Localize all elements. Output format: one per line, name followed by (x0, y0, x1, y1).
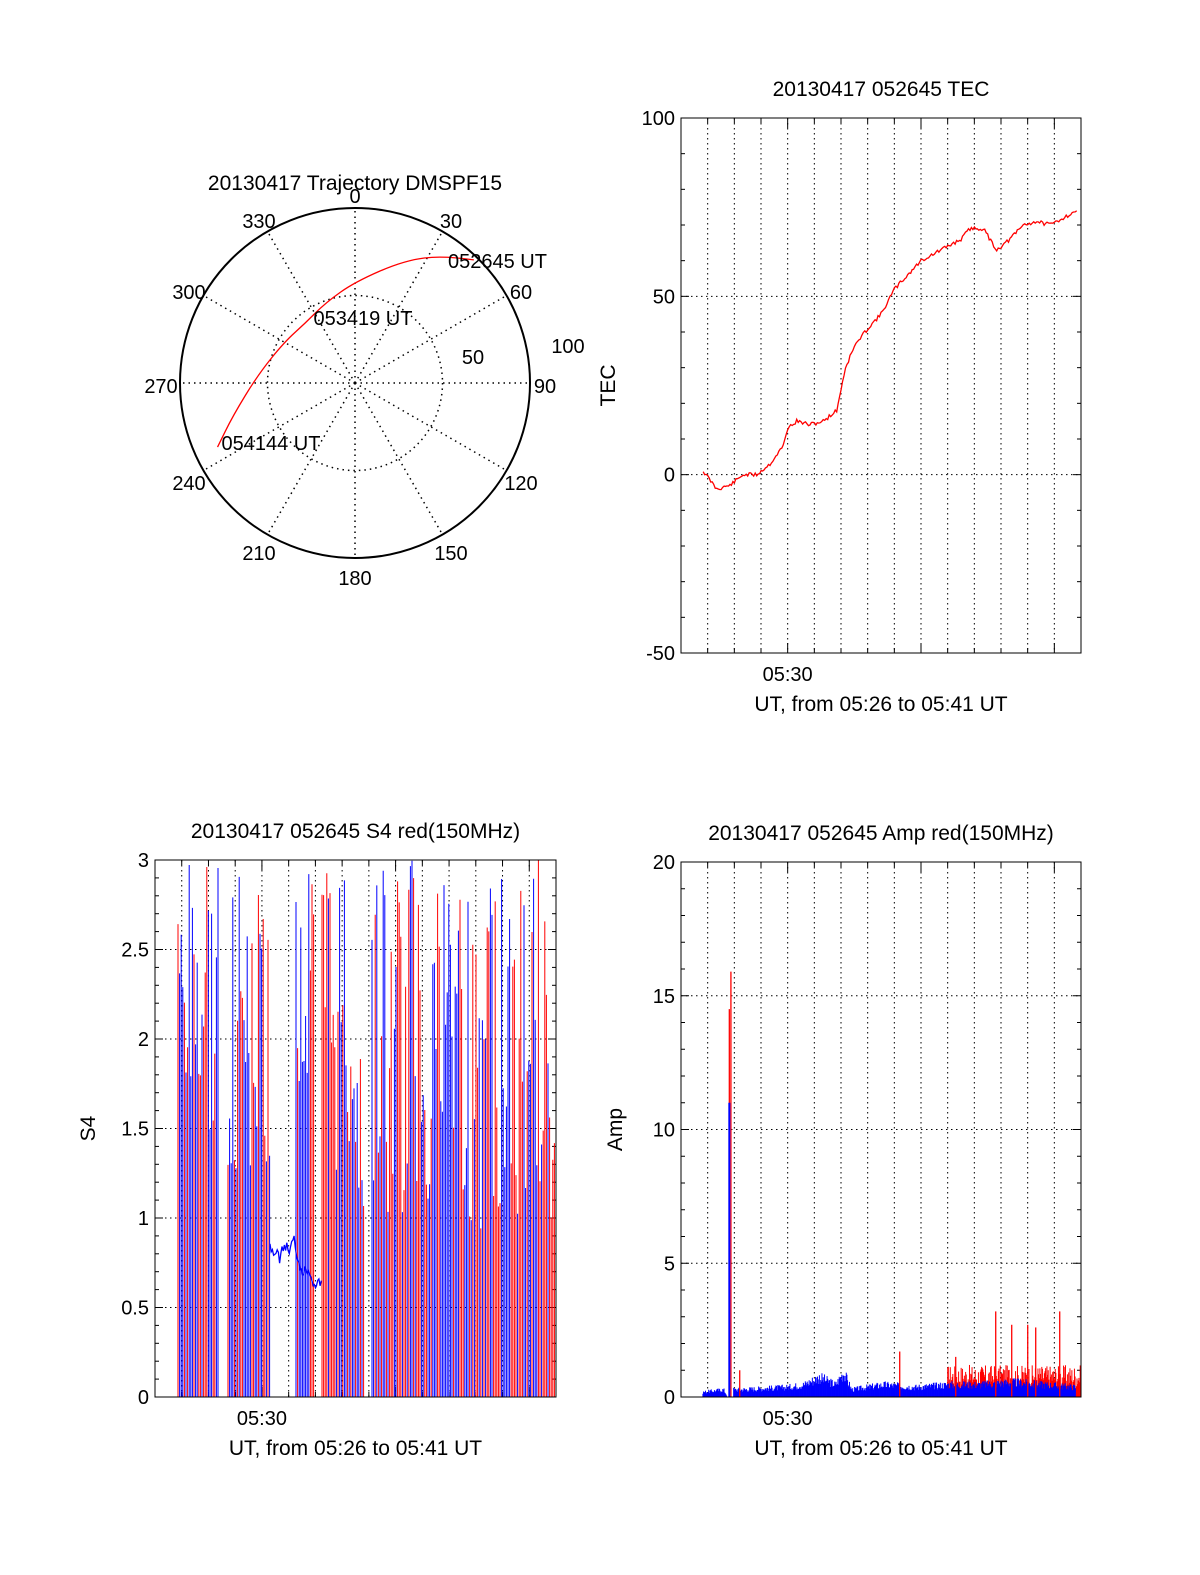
x-axis-label: UT, from 05:26 to 05:41 UT (754, 1437, 1007, 1460)
azimuth-label: 180 (338, 568, 371, 590)
chart-panel-2: 20130417 052645 S4 red(150MHz) 3 2.5 2 1.5 1 0… (77, 820, 557, 1460)
trajectory-track (216, 256, 474, 448)
y-tick-label: 0 (664, 1387, 675, 1409)
y-axis-label: S4 (77, 1115, 100, 1141)
azimuth-label: 240 (172, 473, 205, 495)
s4-low-segment (269, 1235, 322, 1290)
radial-label: 100 (551, 336, 584, 358)
y-tick-label: 100 (642, 108, 675, 130)
azimuth-label: 210 (242, 543, 275, 565)
azimuth-label: 300 (172, 282, 205, 304)
x-tick-label: 05:30 (763, 1408, 813, 1430)
plot-frame (680, 861, 1082, 1398)
plot-area (177, 860, 555, 1397)
x-axis-label: UT, from 05:26 to 05:41 UT (754, 693, 1007, 716)
track-time-label: 053419 UT (314, 308, 413, 330)
plot-frame (154, 859, 557, 1398)
y-tick-label: -50 (646, 643, 675, 665)
x-axis-label: UT, from 05:26 to 05:41 UT (229, 1437, 482, 1460)
azimuth-label: 330 (242, 211, 275, 233)
azimuth-label: 120 (504, 473, 537, 495)
plot-area (702, 971, 1081, 1397)
y-tick-label: 50 (653, 286, 675, 308)
x-tick-label: 05:30 (237, 1408, 287, 1430)
y-tick-label: 1 (138, 1208, 149, 1230)
polar-grid-spoke (354, 382, 444, 535)
track-time-label: 054144 UT (222, 433, 321, 455)
azimuth-label: 0 (349, 186, 360, 208)
chart-panel-3: 20130417 052645 Amp red(150MHz) 20 15 10 5 0 0… (604, 822, 1082, 1460)
azimuth-label: 60 (510, 282, 532, 304)
y-tick-label: 20 (653, 852, 675, 874)
y-tick-label: 5 (664, 1253, 675, 1275)
azimuth-label: 270 (144, 376, 177, 398)
tec-series-line (702, 210, 1078, 491)
polar-grid-spoke (203, 382, 356, 472)
radial-label: 50 (462, 347, 484, 369)
y-axis-label: TEC (597, 365, 620, 407)
y-tick-label: 0.5 (121, 1298, 149, 1320)
azimuth-label: 90 (534, 376, 556, 398)
x-tick-label: 05:30 (763, 664, 813, 686)
polar-grid-ring (266, 294, 444, 472)
polar-frame (179, 207, 531, 559)
plot-frame (680, 117, 1082, 654)
chart-title: 20130417 052645 Amp red(150MHz) (708, 822, 1054, 845)
y-tick-label: 0 (138, 1387, 149, 1409)
azimuth-label: 150 (434, 543, 467, 565)
track-time-label: 052645 UT (448, 251, 547, 273)
y-axis-label: Amp (604, 1108, 627, 1151)
polar-grid-spoke (354, 382, 507, 472)
plot-area (702, 210, 1078, 491)
y-tick-label: 3 (138, 850, 149, 872)
azimuth-label: 30 (440, 211, 462, 233)
y-tick-label: 2.5 (121, 940, 149, 962)
y-tick-label: 10 (653, 1120, 675, 1142)
y-tick-label: 0 (664, 465, 675, 487)
chart-panel-1: 20130417 052645 TEC 100 50 0 -50 05:30 UT, fro… (597, 78, 1082, 716)
chart-title: 20130417 052645 TEC (773, 78, 990, 101)
chart-title: 20130417 Trajectory DMSPF15 (208, 172, 502, 195)
y-tick-label: 1.5 (121, 1119, 149, 1141)
chart-title: 20130417 052645 S4 red(150MHz) (191, 820, 520, 843)
y-tick-label: 2 (138, 1029, 149, 1051)
y-tick-label: 15 (653, 986, 675, 1008)
polar-grid-spoke (266, 382, 356, 535)
